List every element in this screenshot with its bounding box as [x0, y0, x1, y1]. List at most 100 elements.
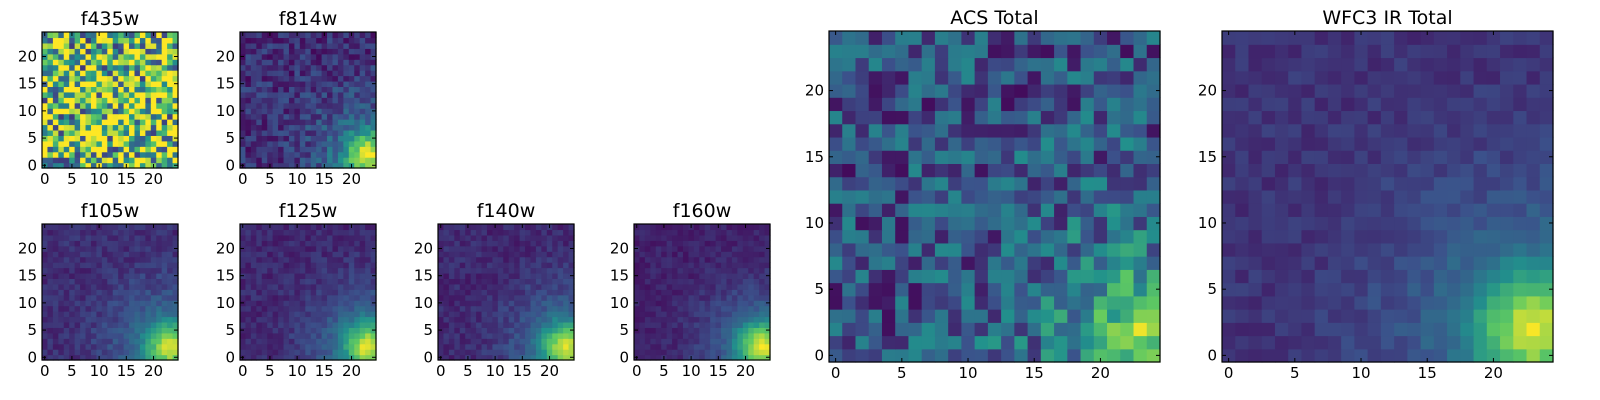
heatmap-cell: [310, 305, 317, 312]
heatmap-cell: [370, 256, 377, 263]
heatmap-cell: [332, 80, 339, 87]
heatmap-cell: [161, 294, 168, 301]
heatmap-cell: [80, 316, 87, 323]
heatmap-cell: [710, 229, 717, 236]
heatmap-cell: [161, 102, 168, 109]
heatmap-cell: [85, 229, 92, 236]
heatmap-cell: [310, 59, 317, 66]
heatmap-cell: [42, 113, 49, 120]
heatmap-cell: [337, 278, 344, 285]
heatmap-cell: [693, 327, 700, 334]
heatmap-cell: [42, 256, 49, 263]
heatmap-cell: [101, 91, 108, 98]
heatmap-cell: [1120, 295, 1135, 310]
heatmap-cell: [316, 70, 323, 77]
heatmap-cell: [294, 305, 301, 312]
heatmap-cell: [1107, 150, 1121, 164]
heatmap-cell: [1146, 295, 1161, 310]
heatmap-cell: [47, 129, 54, 136]
heatmap-cell: [245, 229, 252, 236]
heatmap-cell: [261, 332, 268, 339]
heatmap-cell: [948, 70, 962, 85]
heatmap-cell: [639, 267, 646, 274]
heatmap-cell: [908, 44, 923, 59]
heatmap-cell: [1133, 163, 1148, 178]
heatmap-cell: [310, 37, 317, 44]
heatmap-cell: [96, 37, 103, 44]
heatmap-cell: [552, 300, 559, 307]
heatmap-cell: [704, 305, 711, 312]
heatmap-cell: [759, 278, 766, 285]
heatmap-cell: [107, 305, 114, 312]
heatmap-cell: [1120, 256, 1135, 270]
heatmap-cell: [316, 48, 323, 55]
heatmap-cell: [343, 64, 350, 71]
heatmap-cell: [85, 272, 92, 279]
heatmap-cell: [172, 151, 179, 158]
heatmap-cell: [1014, 123, 1029, 138]
heatmap-cell: [63, 32, 70, 39]
heatmap-cell: [47, 338, 54, 345]
heatmap-cell: [1447, 348, 1461, 363]
heatmap-cell: [332, 224, 339, 231]
heatmap-cell: [47, 157, 54, 164]
heatmap-cell: [134, 278, 141, 285]
heatmap-cell: [1040, 348, 1055, 363]
heatmap-cell: [250, 53, 257, 60]
heatmap-cell: [332, 42, 339, 49]
heatmap-cell: [47, 245, 54, 252]
heatmap-cell: [316, 262, 323, 269]
heatmap-cell: [1486, 295, 1501, 310]
heatmap-cell: [829, 269, 843, 284]
heatmap-cell: [639, 338, 646, 345]
heatmap-cell: [139, 140, 146, 147]
heatmap-cell: [1460, 322, 1475, 337]
heatmap-cell: [1486, 269, 1501, 284]
heatmap-cell: [250, 300, 257, 307]
heatmap-cell: [639, 327, 646, 334]
heatmap-cell: [961, 242, 976, 257]
heatmap-cell: [881, 189, 896, 204]
heatmap-cell: [85, 64, 92, 71]
heatmap-cell: [96, 151, 103, 158]
heatmap-cell: [52, 234, 59, 241]
heatmap-cell: [508, 332, 515, 339]
heatmap-cell: [139, 162, 146, 169]
heatmap-cell: [1054, 83, 1068, 98]
heatmap-cell: [715, 272, 722, 279]
heatmap-cell: [250, 294, 257, 301]
heatmap-cell: [156, 86, 163, 93]
heatmap-cell: [305, 75, 312, 82]
heatmap-cell: [470, 321, 477, 328]
heatmap-cell: [1133, 203, 1148, 217]
heatmap-cell: [156, 162, 163, 169]
heatmap-cell: [250, 86, 257, 93]
heatmap-cell: [650, 224, 657, 231]
heatmap-cell: [921, 70, 936, 85]
heatmap-cell: [123, 140, 130, 147]
heatmap-cell: [134, 332, 141, 339]
heatmap-cell: [354, 305, 361, 312]
heatmap-cell: [294, 80, 301, 87]
heatmap-cell: [63, 91, 70, 98]
heatmap-cell: [365, 102, 372, 109]
heatmap-cell: [321, 300, 328, 307]
heatmap-cell: [855, 242, 870, 257]
heatmap-cell: [52, 113, 59, 120]
heatmap-cell: [1146, 256, 1161, 270]
heatmap-cell: [1539, 203, 1554, 217]
heatmap-cell: [710, 283, 717, 290]
heatmap-cell: [354, 316, 361, 323]
heatmap-cell: [42, 146, 49, 153]
heatmap-cell: [288, 42, 295, 49]
heatmap-cell: [370, 42, 377, 49]
heatmap-cell: [288, 119, 295, 126]
heatmap-cell: [1407, 176, 1422, 191]
heatmap-cell: [337, 140, 344, 147]
x-tick-label: 5: [67, 170, 77, 188]
heatmap-cell: [305, 316, 312, 323]
heatmap-cell: [644, 251, 651, 258]
heatmap-cell: [715, 251, 722, 258]
heatmap-cell: [895, 31, 910, 45]
